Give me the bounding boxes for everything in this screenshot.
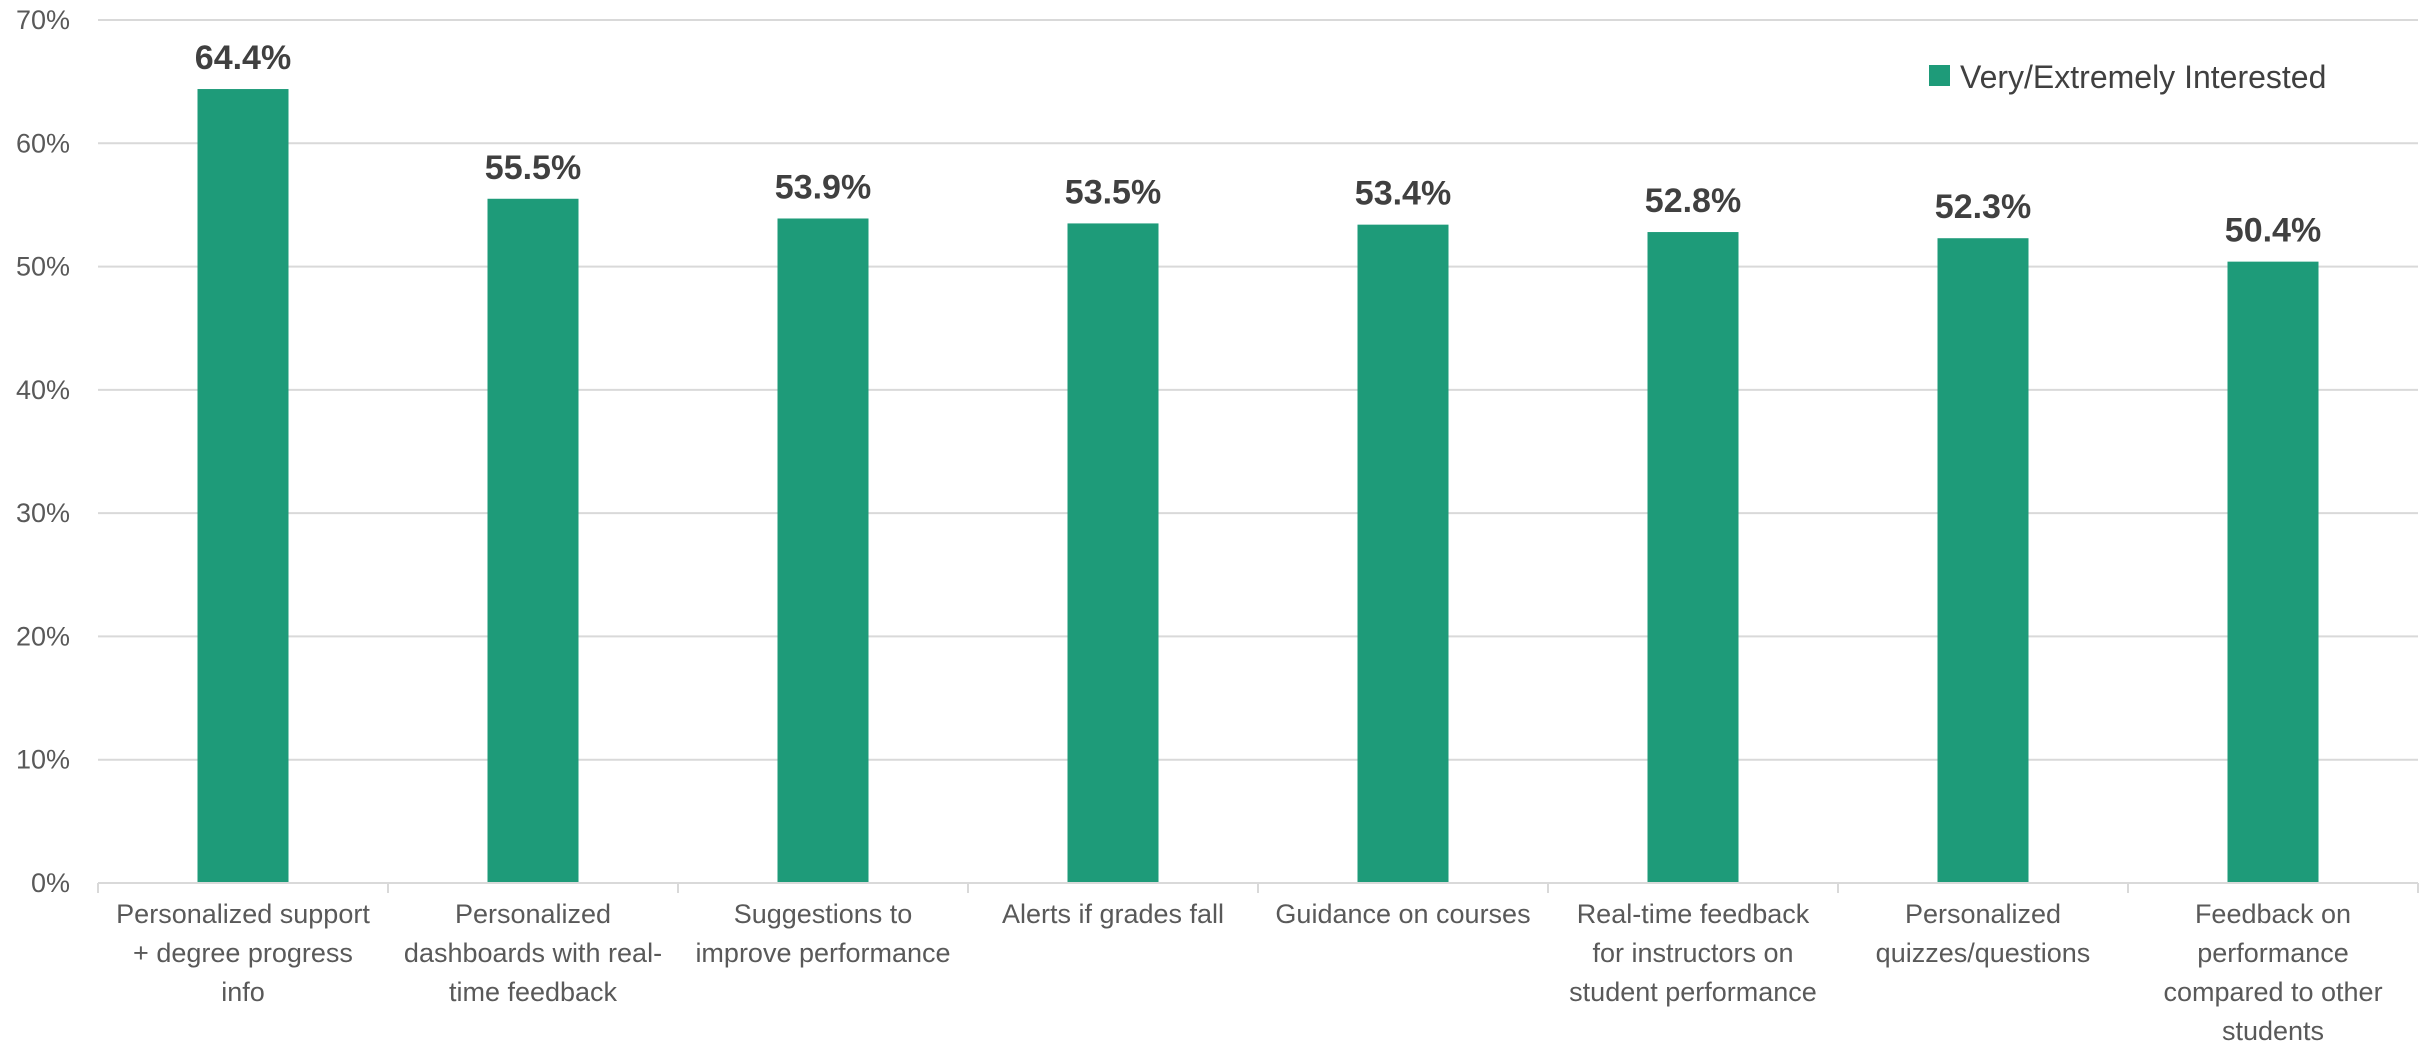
bar — [1357, 224, 1449, 883]
bars — [197, 89, 2319, 884]
x-tick-label: Guidance on courses — [1275, 899, 1530, 929]
y-tick-label: 0% — [31, 868, 70, 898]
bar — [777, 218, 869, 884]
y-tick-label: 40% — [16, 375, 70, 405]
legend-swatch — [1929, 65, 1950, 86]
x-tick-label: Real-time feedback for instructors on stud… — [1569, 899, 1817, 1007]
data-label: 53.9% — [775, 168, 871, 206]
x-tick-label: Personalized support + degree progress inf… — [116, 899, 370, 1007]
x-tick-label: Alerts if grades fall — [1002, 899, 1224, 929]
data-label: 55.5% — [485, 149, 581, 187]
x-axis: Personalized support + degree progress inf… — [97, 882, 2419, 1046]
y-tick-label: 20% — [16, 621, 70, 651]
data-label: 53.4% — [1355, 175, 1451, 213]
data-label: 50.4% — [2225, 212, 2321, 250]
bar — [1647, 232, 1739, 884]
bar — [487, 198, 579, 883]
data-labels: 64.4% 55.5% 53.9% 53.5% 53.4% 52.8% 52.3% 50.4% — [195, 39, 2321, 250]
y-tick-label: 60% — [16, 128, 70, 158]
bar — [197, 89, 289, 884]
data-label: 53.5% — [1065, 173, 1161, 211]
legend: Very/Extremely Interested — [1929, 59, 2326, 95]
gridlines: 0% 10% 20% 30% 40% 50% 60% 70% — [16, 5, 2418, 898]
y-tick-label: 30% — [16, 498, 70, 528]
legend-label: Very/Extremely Interested — [1960, 59, 2326, 95]
y-tick-label: 10% — [16, 745, 70, 775]
x-tick-label: Personalized quizzes/questions — [1876, 899, 2091, 968]
bar — [2227, 261, 2319, 883]
bar — [1937, 238, 2029, 884]
bar — [1067, 223, 1159, 883]
y-tick-label: 70% — [16, 5, 70, 35]
y-tick-label: 50% — [16, 252, 70, 282]
data-label: 52.3% — [1935, 188, 2031, 226]
data-label: 64.4% — [195, 39, 291, 77]
x-tick-label: Feedback on performance compared to other s… — [2163, 899, 2382, 1046]
x-tick-label: Suggestions to improve performance — [695, 899, 950, 968]
data-label: 52.8% — [1645, 182, 1741, 220]
x-tick-label: Personalized dashboards with real-time fe… — [404, 899, 662, 1007]
